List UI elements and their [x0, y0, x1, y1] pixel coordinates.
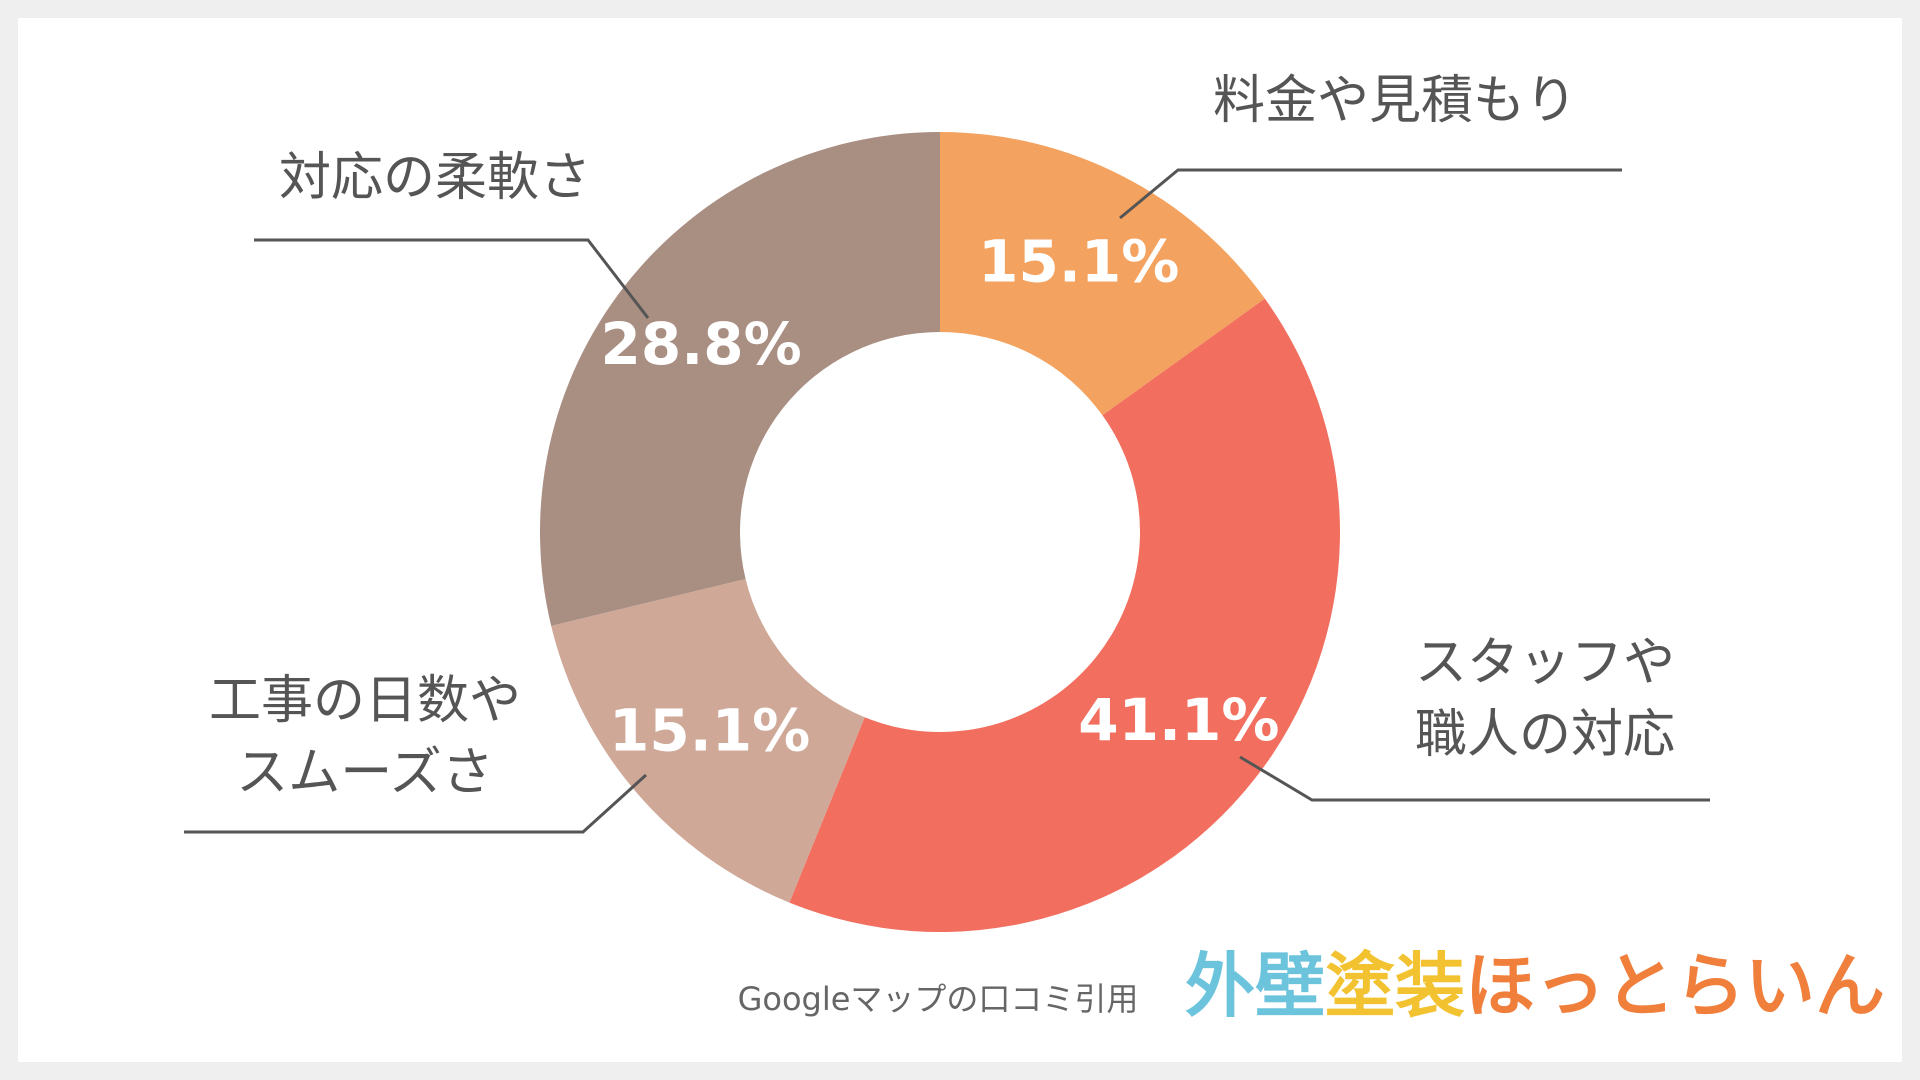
- category-label-2: スタッフや職人の対応: [1415, 633, 1675, 765]
- leader-line-4: [254, 238, 650, 319]
- donut-slice-2: [789, 298, 1340, 932]
- logo-part-3: ほっとらいん: [1465, 945, 1885, 1027]
- donut-slice-1: [940, 132, 1265, 416]
- value-label-1: 15.1%: [978, 228, 1179, 296]
- leader-lines: [184, 168, 1710, 834]
- value-label-2: 41.1%: [1078, 686, 1279, 754]
- leader-line-1: [1119, 168, 1622, 220]
- donut-slice-4: [540, 132, 940, 626]
- category-label-1: 料金や見積もり: [1213, 71, 1577, 131]
- value-label-3: 15.1%: [609, 696, 810, 764]
- value-labels: 15.1% 41.1% 15.1% 28.8%: [601, 228, 1280, 765]
- value-label-4: 28.8%: [601, 310, 802, 378]
- donut-slice-3: [551, 578, 865, 903]
- category-label-4: 対応の柔軟さ: [279, 148, 591, 208]
- category-label-3: 工事の日数やスムーズさ: [209, 671, 521, 803]
- donut-slices: [540, 132, 1340, 932]
- leader-line-2: [1239, 755, 1710, 802]
- logo-part-2: 塗装: [1325, 945, 1465, 1027]
- logo-part-1: 外壁: [1185, 945, 1325, 1027]
- source-note: Googleマップの口コミ引用: [738, 980, 1139, 1018]
- leader-line-3: [184, 773, 648, 834]
- brand-logo: 外壁塗装ほっとらいん: [1185, 945, 1885, 1027]
